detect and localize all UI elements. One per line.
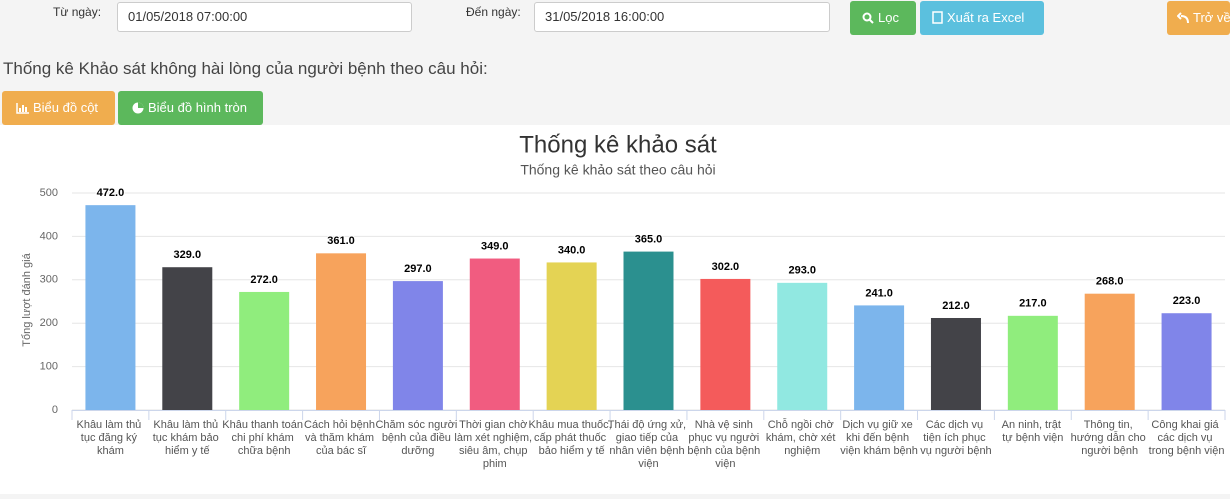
- data-label: 217.0: [1019, 298, 1047, 310]
- x-tick-label: Thời gian chờ làm xét nghiệm, siêu âm, c…: [454, 419, 535, 470]
- x-tick-label: An ninh, trật tự bệnh viện: [1002, 419, 1064, 444]
- data-label: 241.0: [865, 287, 893, 299]
- bar: [623, 251, 674, 410]
- bar: [1007, 315, 1058, 410]
- filter-text: Lọc: [878, 10, 899, 25]
- bar: [546, 262, 597, 410]
- to-label: Đến ngày:: [466, 5, 521, 19]
- data-label: 340.0: [558, 244, 586, 256]
- data-label: 472.0: [97, 187, 125, 199]
- y-axis-label: Tổng lượt đánh giá: [21, 252, 33, 346]
- x-tick-label: Chăm sóc người bệnh của điều dưỡng: [375, 419, 460, 457]
- y-tick-label: 300: [40, 274, 58, 286]
- file-icon: [932, 11, 943, 24]
- tab-pie-chart[interactable]: Biểu đồ hình tròn: [118, 91, 263, 125]
- x-tick-label: Dịch vụ giữ xe khi đến bệnh viện khám bệ…: [840, 419, 918, 457]
- heading: Thống kê Khảo sát không hài lòng của ngư…: [3, 59, 488, 78]
- y-tick-label: 400: [40, 230, 58, 242]
- data-label: 302.0: [712, 261, 740, 273]
- data-label: 365.0: [635, 233, 663, 245]
- data-label: 212.0: [942, 300, 970, 312]
- chart-title: Thống kê khảo sát: [519, 131, 717, 158]
- x-tick-label: Các dịch vụ tiện ích phục vụ người bệnh: [920, 419, 991, 457]
- pie-icon: [132, 102, 144, 114]
- data-label: 329.0: [174, 249, 202, 261]
- y-tick-label: 0: [52, 404, 58, 416]
- x-tick-label: Chỗ ngồi chờ khám, chờ xét nghiệm: [766, 418, 839, 457]
- x-tick-label: Thông tin, hướng dẫn cho người bệnh: [1071, 419, 1149, 457]
- bar: [392, 281, 443, 410]
- bar: [239, 291, 290, 410]
- bar: [700, 278, 751, 410]
- y-tick-label: 200: [40, 317, 58, 329]
- x-tick-label: Khâu thanh toán chi phí khám chữa bệnh: [222, 419, 306, 457]
- x-tick-label: Thái độ ứng xử, giao tiếp của nhân viên …: [608, 419, 689, 470]
- y-tick-label: 500: [40, 187, 58, 199]
- export-text: Xuất ra Excel: [947, 10, 1025, 25]
- chart-subtitle: Thống kê khảo sát theo câu hỏi: [520, 162, 715, 178]
- x-tick-label: Khâu mua thuốc, cấp phát thuốc bảo hiểm …: [529, 419, 615, 457]
- x-tick-label: Cách hỏi bệnh và thăm khám của bác sĩ: [304, 419, 378, 457]
- data-label: 223.0: [1173, 295, 1201, 307]
- data-label: 361.0: [327, 235, 355, 247]
- bar: [85, 205, 136, 410]
- export-button[interactable]: Xuất ra Excel: [920, 1, 1044, 35]
- x-tick-label: Khâu làm thủ tục khám bảo hiểm y tế: [153, 419, 222, 457]
- search-icon: [862, 12, 874, 24]
- bar-icon: [16, 103, 29, 114]
- bar: [162, 267, 213, 410]
- bar: [316, 253, 367, 410]
- tab-text: Biểu đồ hình tròn: [148, 100, 248, 115]
- bar: [469, 258, 520, 410]
- tab-bar-chart[interactable]: Biểu đồ cột: [2, 91, 115, 125]
- chart: Thống kê khảo sát Thống kê khảo sát theo…: [21, 131, 1226, 470]
- data-label: 293.0: [788, 265, 816, 277]
- tab-text: Biểu đồ cột: [33, 100, 99, 115]
- filter-button[interactable]: Lọc: [850, 1, 916, 35]
- bar: [777, 282, 828, 410]
- bar: [930, 317, 981, 410]
- bar: [1161, 313, 1212, 410]
- from-label: Từ ngày:: [53, 5, 102, 19]
- data-label: 349.0: [481, 240, 509, 252]
- x-tick-label: Công khai giá các dịch vụ trong bệnh việ…: [1149, 419, 1225, 457]
- chart-panel: Thống kê khảo sát Thống kê khảo sát theo…: [0, 125, 1230, 494]
- data-label: 297.0: [404, 263, 432, 275]
- from-input[interactable]: 01/05/2018 07:00:00: [117, 2, 412, 32]
- x-tick-label: Khâu làm thủ tục đăng ký khám: [76, 419, 144, 457]
- bar: [854, 305, 905, 410]
- bar: [1084, 293, 1135, 410]
- y-tick-label: 100: [40, 361, 58, 373]
- x-tick-label: Nhà vệ sinh phục vụ người bệnh của bệnh …: [687, 419, 763, 470]
- data-label: 268.0: [1096, 276, 1124, 288]
- to-input[interactable]: 31/05/2018 16:00:00: [534, 2, 830, 32]
- back-button[interactable]: Trở về: [1167, 1, 1230, 35]
- data-label: 272.0: [250, 274, 278, 286]
- back-text: Trở về: [1193, 10, 1230, 25]
- back-icon: [1176, 12, 1189, 24]
